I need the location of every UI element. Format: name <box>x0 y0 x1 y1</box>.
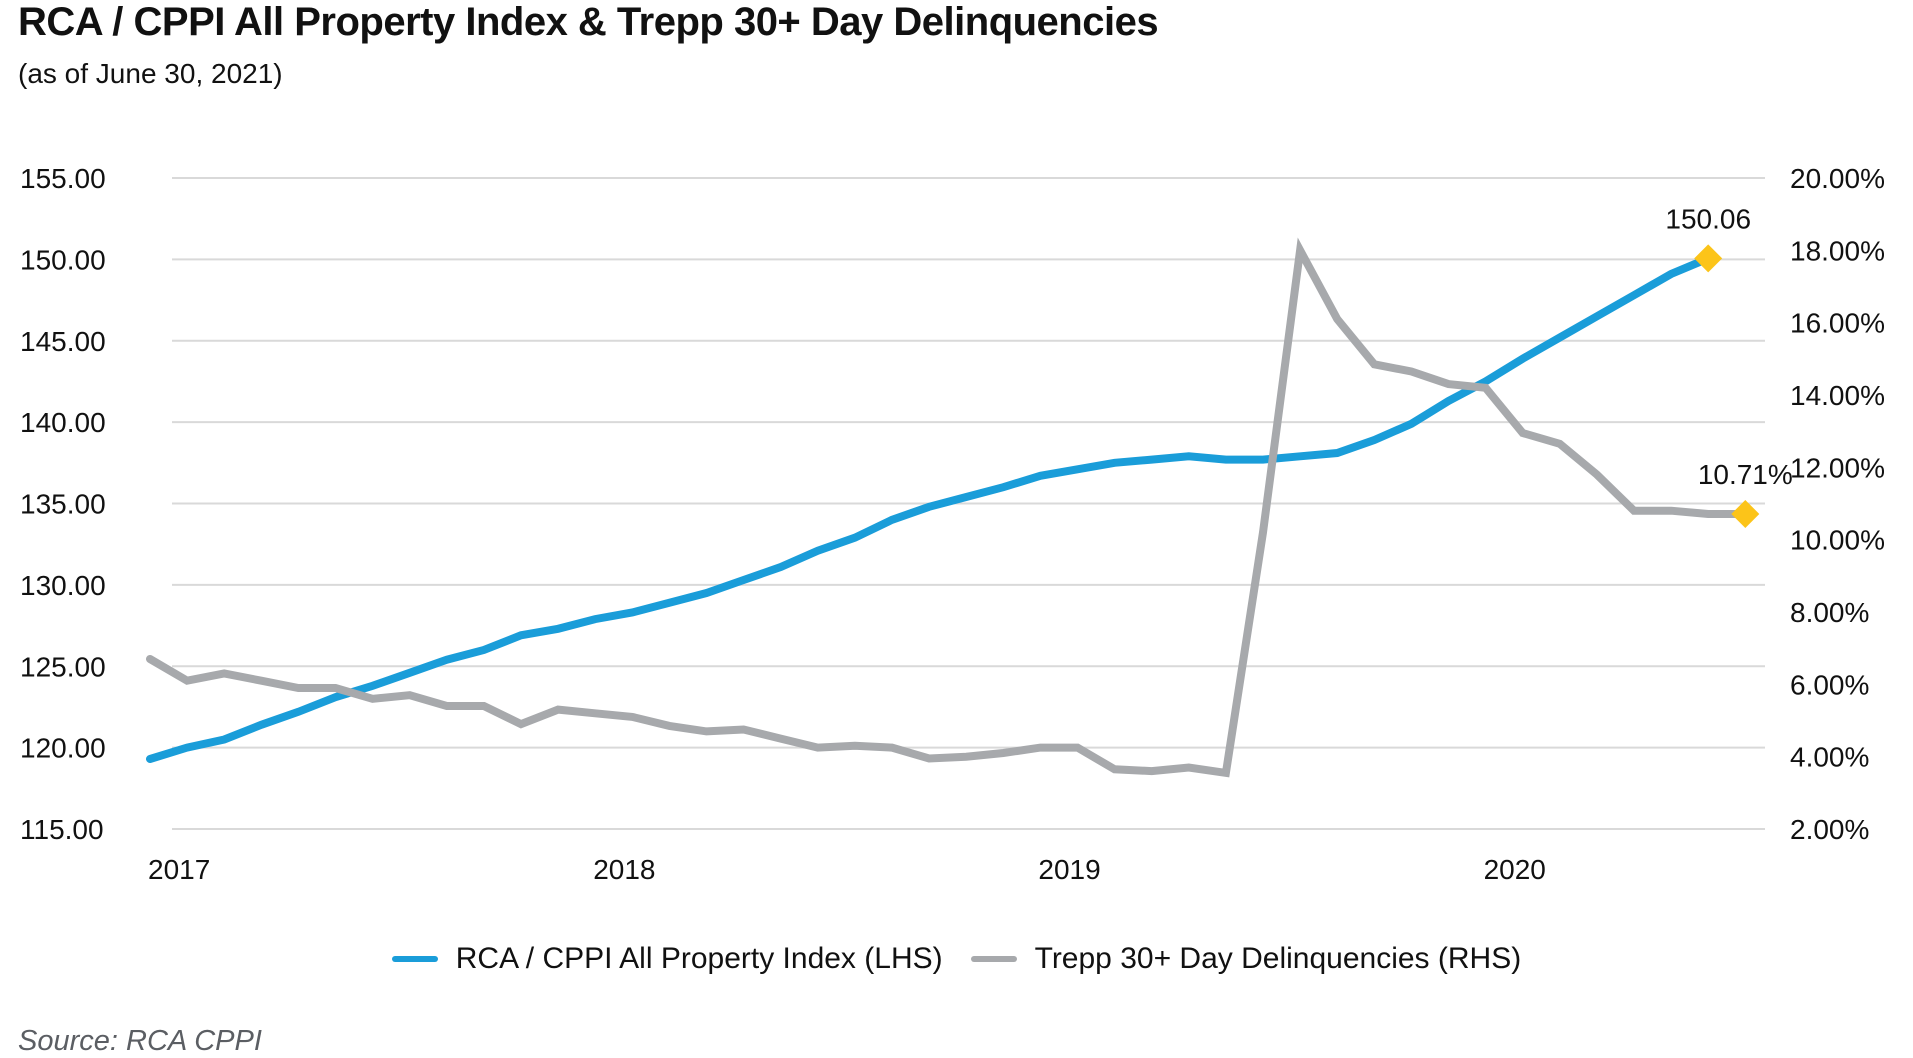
series-line-delinquency <box>146 237 1750 778</box>
legend-label-delinquency: Trepp 30+ Day Delinquencies (RHS) <box>1034 942 1522 975</box>
end-label-delinquency: 10.71% <box>1698 459 1793 490</box>
x-tick-label: 2019 <box>1038 854 1100 885</box>
y-left-tick-label: 130.00 <box>20 570 106 601</box>
y-right-tick-label: 10.00% <box>1790 525 1885 556</box>
x-tick-label: 2018 <box>593 854 655 885</box>
y-left-tick-label: 125.00 <box>20 651 106 682</box>
y-axis-left: 155.00 150.00 145.00 140.00 135.00 130.00 125.… <box>20 163 106 845</box>
y-right-tick-label: 18.00% <box>1790 235 1885 266</box>
y-right-tick-label: 14.00% <box>1790 380 1885 411</box>
y-right-tick-label: 12.00% <box>1790 452 1885 483</box>
legend: RCA / CPPI All Property Index (LHS) Trep… <box>0 942 1913 976</box>
legend-item-delinquency[interactable]: Trepp 30+ Day Delinquencies (RHS) <box>970 942 1522 976</box>
y-left-tick-label: 155.00 <box>20 163 106 194</box>
legend-swatch-cppi <box>391 956 438 962</box>
y-right-tick-label: 16.00% <box>1790 308 1885 339</box>
y-left-tick-label: 115.00 <box>20 814 104 845</box>
x-tick-label: 2017 <box>148 854 210 885</box>
end-marker-cppi <box>1694 244 1723 273</box>
y-left-tick-label: 150.00 <box>20 244 106 275</box>
legend-swatch-delinquency <box>970 956 1017 962</box>
y-right-tick-label: 6.00% <box>1790 669 1869 700</box>
chart-subtitle: (as of June 30, 2021) <box>18 58 283 89</box>
y-right-tick-label: 2.00% <box>1790 814 1869 845</box>
series-line-cppi <box>146 254 1713 763</box>
source-note: Source: RCA CPPI <box>18 1025 262 1057</box>
end-markers: 150.06 10.71% <box>1665 203 1793 528</box>
y-left-tick-label: 145.00 <box>20 326 106 357</box>
chart-title: RCA / CPPI All Property Index & Trepp 30… <box>18 0 1159 44</box>
y-right-tick-label: 4.00% <box>1790 742 1869 773</box>
legend-label-cppi: RCA / CPPI All Property Index (LHS) <box>455 942 943 975</box>
series-lines <box>146 237 1750 778</box>
y-axis-right: 20.00% 18.00% 16.00% 14.00% 12.00% 10.00% 8.00… <box>1790 163 1885 845</box>
y-left-tick-label: 140.00 <box>20 407 106 438</box>
legend-item-cppi[interactable]: RCA / CPPI All Property Index (LHS) <box>391 942 943 976</box>
y-left-tick-label: 120.00 <box>20 733 106 764</box>
x-axis: 2017 2018 2019 2020 <box>148 854 1546 885</box>
end-marker-delinquency <box>1731 499 1760 528</box>
end-label-cppi: 150.06 <box>1665 203 1751 234</box>
x-tick-label: 2020 <box>1484 854 1546 885</box>
gridlines <box>172 177 1765 830</box>
y-right-tick-label: 8.00% <box>1790 597 1869 628</box>
y-left-tick-label: 135.00 <box>20 489 106 520</box>
y-right-tick-label: 20.00% <box>1790 163 1885 194</box>
